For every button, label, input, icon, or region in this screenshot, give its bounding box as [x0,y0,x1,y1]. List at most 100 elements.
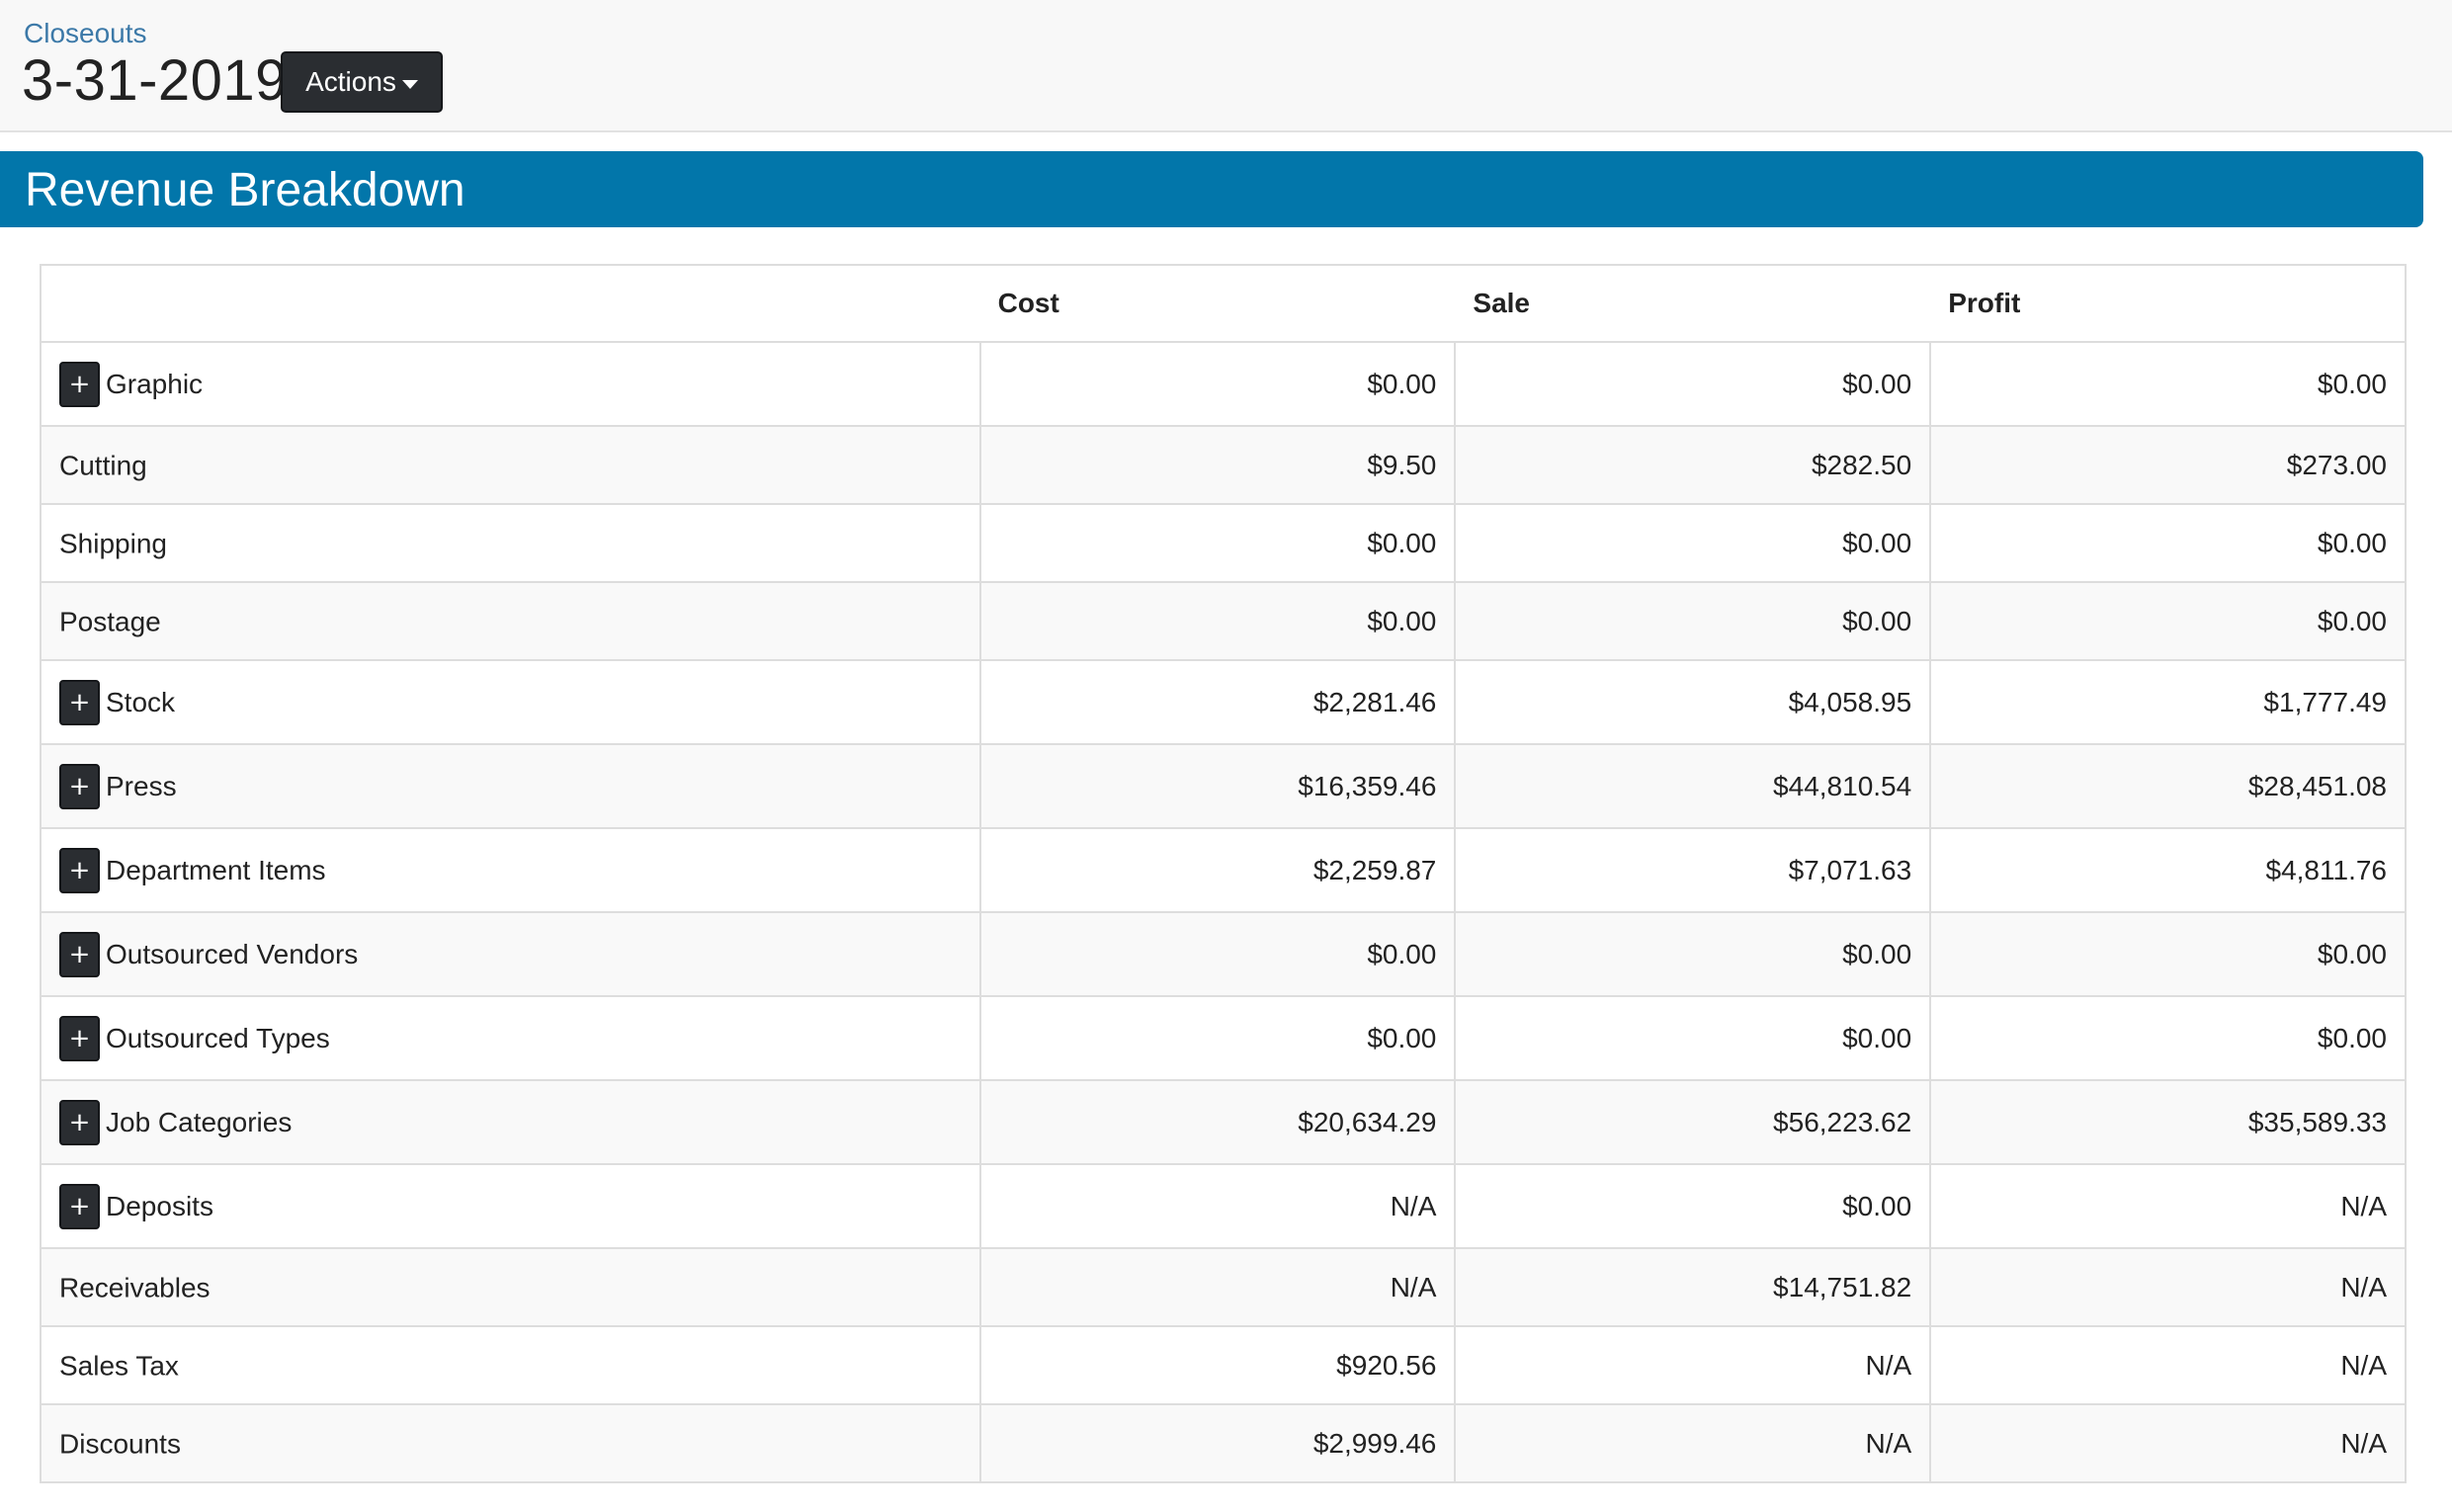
table-row: + Outsourced Vendors $0.00 $0.00 $0.00 [41,911,2406,996]
actions-dropdown-button[interactable]: Actions [281,51,443,113]
row-label: Job Categories [106,1106,293,1137]
row-cost-cell: $0.00 [979,341,1457,426]
row-label: Deposits [106,1190,213,1221]
row-label-cell: + Job Categories [41,1079,981,1164]
row-cost-cell: $0.00 [979,503,1457,582]
row-cost-cell: N/A [979,1163,1457,1248]
table-row: + Job Categories $20,634.29 $56,223.62 $35,5… [41,1079,2406,1164]
row-sale-cell: $44,810.54 [1455,743,1932,828]
expand-row-button[interactable]: + [59,931,100,977]
row-label-cell: + Stock [41,659,981,744]
table-row: + Department Items $2,259.87 $7,071.63 $4,81… [41,827,2406,912]
expand-row-button[interactable]: + [59,1099,100,1145]
row-sale-cell: $0.00 [1455,581,1932,660]
plus-icon: + [68,855,91,885]
row-sale-cell: $0.00 [1455,341,1932,426]
table-row: Cutting $9.50 $282.50 $273.00 [41,425,2406,504]
row-cost-cell: $920.56 [979,1325,1457,1404]
expand-row-button[interactable]: + [59,847,100,893]
row-label: Press [106,770,177,801]
expand-row-button[interactable]: + [59,679,100,725]
breadcrumb-closeouts-link[interactable]: Closeouts [24,18,147,48]
row-label-cell: Postage [41,581,981,660]
row-sale-cell: $14,751.82 [1455,1247,1932,1326]
table-row: + Outsourced Types $0.00 $0.00 $0.00 [41,995,2406,1080]
row-profit-cell: N/A [1930,1163,2406,1248]
row-profit-cell: $1,777.49 [1930,659,2406,744]
row-profit-cell: $0.00 [1930,341,2406,426]
plus-icon: + [68,771,91,801]
table-row: + Deposits N/A $0.00 N/A [41,1163,2406,1248]
expand-row-button[interactable]: + [59,763,100,809]
row-label: Receivables [59,1272,211,1303]
plus-icon: + [68,1023,91,1053]
plus-icon: + [68,1191,91,1221]
table-row: + Graphic $0.00 $0.00 $0.00 [41,341,2406,426]
actions-button-label: Actions [305,66,396,97]
row-sale-cell: N/A [1455,1403,1932,1482]
column-header-profit: Profit [1930,265,2406,343]
row-label: Shipping [59,528,167,559]
row-label: Sales Tax [59,1350,179,1382]
row-cost-cell: $20,634.29 [979,1079,1457,1164]
row-label-cell: + Outsourced Vendors [41,911,981,996]
row-sale-cell: $282.50 [1455,425,1932,504]
row-profit-cell: $35,589.33 [1930,1079,2406,1164]
row-label: Outsourced Types [106,1022,330,1053]
section-title: Revenue Breakdown [25,164,465,216]
page-title: 3-31-2019 [22,48,288,113]
row-label-cell: + Outsourced Types [41,995,981,1080]
row-profit-cell: $0.00 [1930,503,2406,582]
plus-icon: + [68,369,91,399]
row-cost-cell: $0.00 [979,581,1457,660]
expand-row-button[interactable]: + [59,1015,100,1061]
plus-icon: + [68,939,91,969]
row-label: Outsourced Vendors [106,938,359,969]
row-sale-cell: $0.00 [1455,1163,1932,1248]
row-label-cell: + Press [41,743,981,828]
row-label-cell: Receivables [41,1247,981,1326]
table-header-row: Cost Sale Profit [41,265,2406,343]
expand-row-button[interactable]: + [59,361,100,407]
row-label: Cutting [59,450,147,481]
row-cost-cell: $2,259.87 [979,827,1457,912]
row-label-cell: + Deposits [41,1163,981,1248]
row-profit-cell: N/A [1930,1325,2406,1404]
row-label: Discounts [59,1428,181,1460]
table-row: Postage $0.00 $0.00 $0.00 [41,581,2406,660]
row-cost-cell: $2,999.46 [979,1403,1457,1482]
row-profit-cell: $4,811.76 [1930,827,2406,912]
row-profit-cell: $0.00 [1930,581,2406,660]
row-sale-cell: $0.00 [1455,995,1932,1080]
plus-icon: + [68,1107,91,1137]
row-sale-cell: $56,223.62 [1455,1079,1932,1164]
row-label: Graphic [106,368,204,399]
row-label-cell: Shipping [41,503,981,582]
revenue-breakdown-banner: Revenue Breakdown [0,151,2423,227]
row-cost-cell: $16,359.46 [979,743,1457,828]
row-sale-cell: $4,058.95 [1455,659,1932,744]
row-sale-cell: $0.00 [1455,503,1932,582]
row-profit-cell: $28,451.08 [1930,743,2406,828]
row-label-cell: + Graphic [41,341,981,426]
table-row: + Press $16,359.46 $44,810.54 $28,451.08 [41,743,2406,828]
column-header-label [41,265,980,343]
row-cost-cell: N/A [979,1247,1457,1326]
row-cost-cell: $0.00 [979,995,1457,1080]
table-row: Receivables N/A $14,751.82 N/A [41,1247,2406,1326]
table-row: Sales Tax $920.56 N/A N/A [41,1325,2406,1404]
row-label-cell: Cutting [41,425,981,504]
row-cost-cell: $0.00 [979,911,1457,996]
table-row: Discounts $2,999.46 N/A N/A [41,1403,2406,1482]
row-label-cell: Discounts [41,1403,981,1482]
expand-row-button[interactable]: + [59,1183,100,1229]
row-profit-cell: $0.00 [1930,911,2406,996]
row-sale-cell: N/A [1455,1325,1932,1404]
row-profit-cell: N/A [1930,1403,2406,1482]
row-profit-cell: N/A [1930,1247,2406,1326]
column-header-sale: Sale [1455,265,1931,343]
row-profit-cell: $273.00 [1930,425,2406,504]
row-label: Postage [59,606,161,637]
row-sale-cell: $7,071.63 [1455,827,1932,912]
row-cost-cell: $2,281.46 [979,659,1457,744]
